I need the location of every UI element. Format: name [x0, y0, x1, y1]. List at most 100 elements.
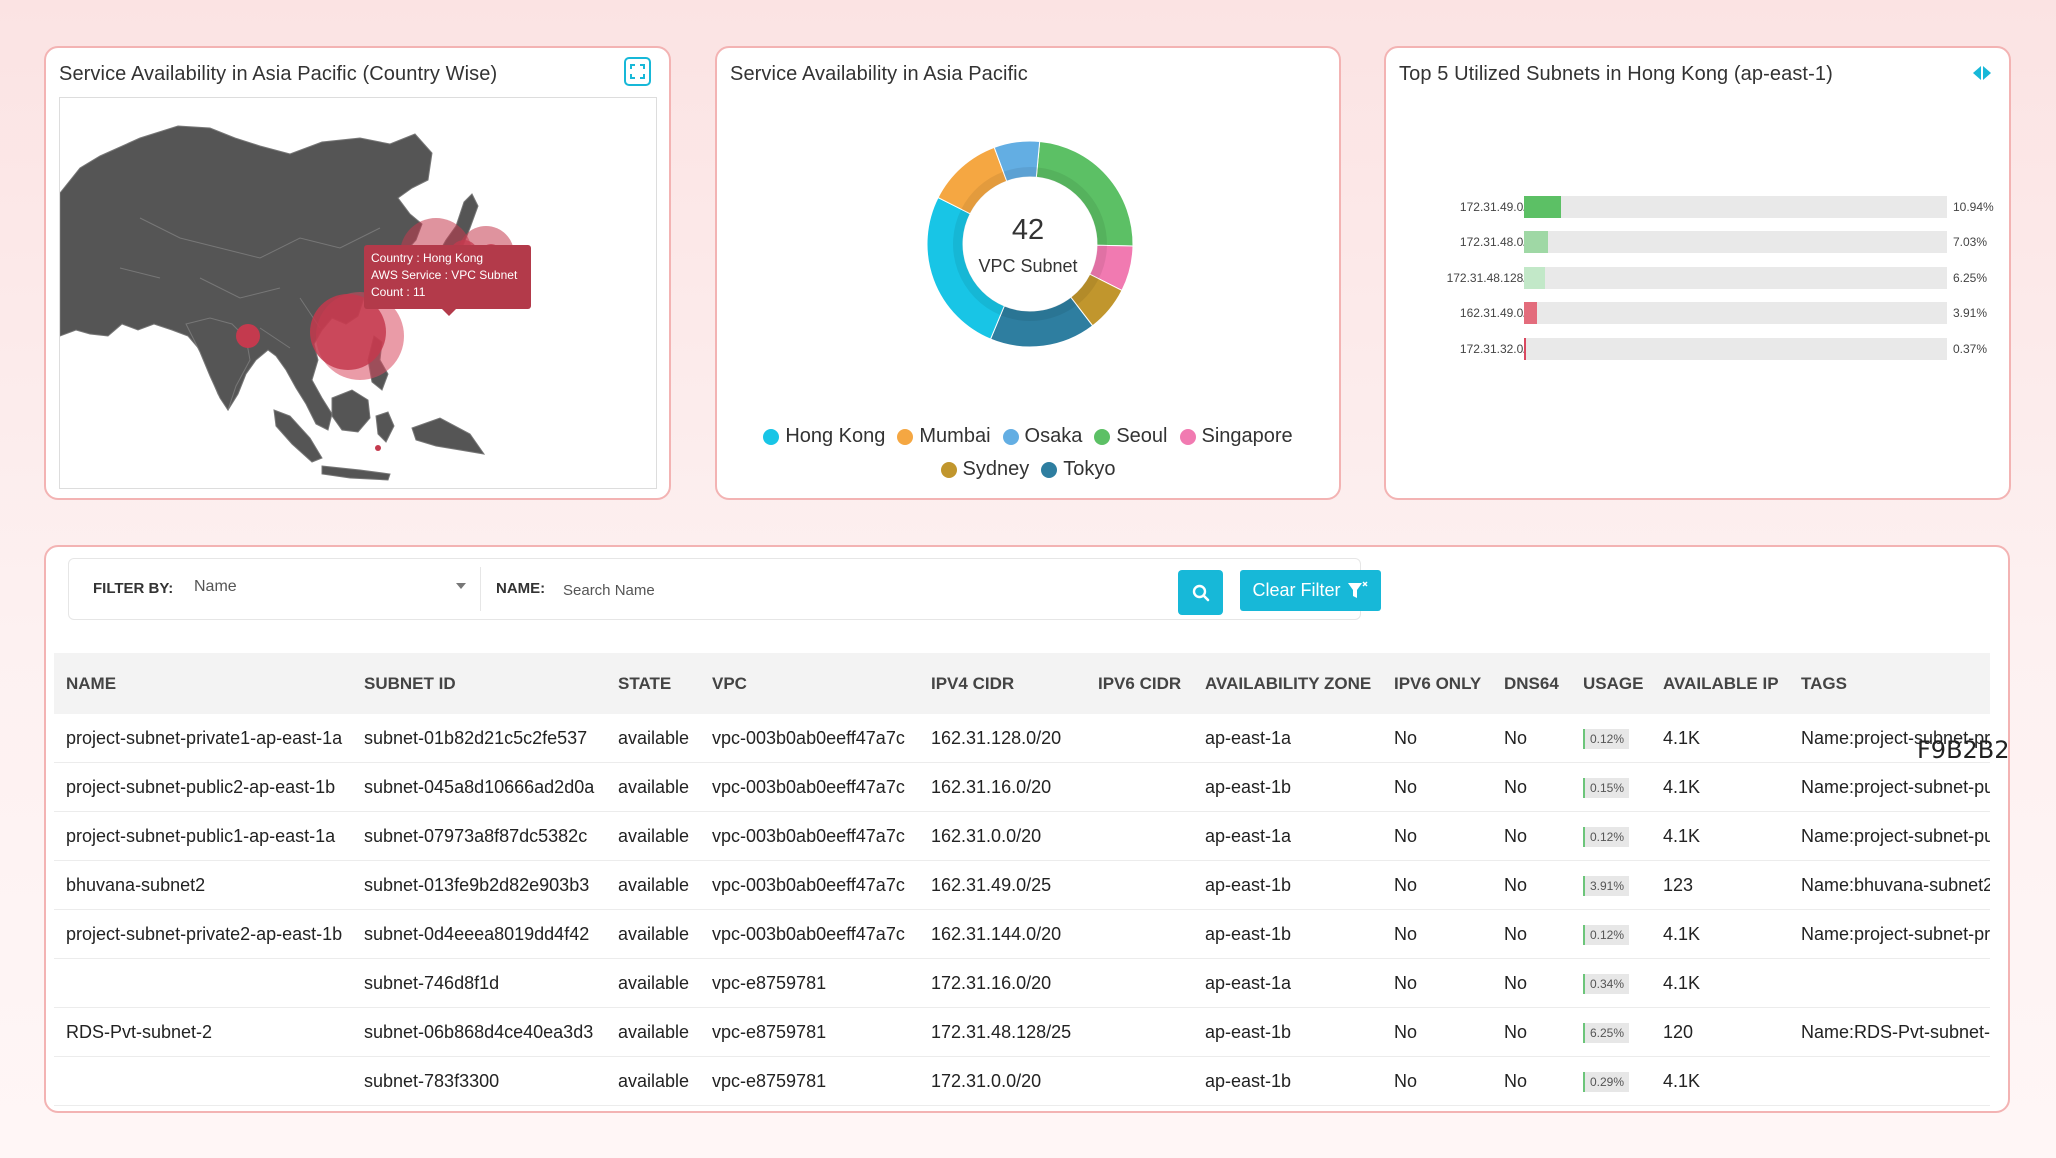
col-header-name[interactable]: NAME — [66, 673, 117, 693]
asia-pacific-map[interactable]: Country : Hong Kong AWS Service : VPC Su… — [59, 97, 657, 489]
bar-row[interactable]: 172.31.48.128/25 6.25% — [1386, 267, 2006, 289]
cell-state: available — [606, 958, 700, 1008]
bar-fill[interactable] — [1524, 338, 1526, 360]
donut-chart[interactable] — [717, 48, 1343, 408]
bar-category-label: 172.31.48.128/25 — [1446, 271, 1540, 285]
bar-row[interactable]: 172.31.48.0/25 7.03% — [1386, 231, 2006, 253]
bubble-singapore[interactable] — [375, 445, 381, 451]
arrow-right-icon[interactable] — [1983, 66, 1991, 80]
map-svg — [60, 125, 514, 481]
cell-ipv4-cidr: 172.31.48.128/25 — [919, 1007, 1086, 1057]
table-row[interactable]: project-subnet-public2-ap-east-1b subnet-… — [54, 762, 1990, 812]
legend-dot — [940, 461, 957, 478]
bar-value-label: 10.94% — [1953, 200, 1994, 214]
col-header-tags[interactable]: TAGS — [1801, 673, 1847, 693]
table-row[interactable]: bhuvana-subnet2 subnet-013fe9b2d82e903b3 a… — [54, 860, 1990, 910]
cell-name: project-subnet-private2-ap-east-1b — [54, 909, 352, 959]
col-header-ipv6-only[interactable]: IPV6 ONLY — [1394, 673, 1482, 693]
overlay-text: F9B2B2 — [1917, 736, 2010, 764]
cell-usage: 0.34% — [1571, 958, 1651, 1008]
legend-item-seoul[interactable]: Seoul — [1094, 420, 1168, 453]
table-row[interactable]: RDS-Pvt-subnet-2 subnet-06b868d4ce40ea3d3… — [54, 1007, 1990, 1057]
col-header-availability-zone[interactable]: AVAILABILITY ZONE — [1205, 673, 1372, 693]
arrow-left-icon[interactable] — [1973, 66, 1981, 80]
bar-category-label: 172.31.48.0/25 — [1459, 235, 1540, 249]
donut-slice-shade — [953, 209, 1005, 316]
bubble-hong-kong[interactable] — [310, 294, 386, 370]
cell-ipv6-only: No — [1382, 811, 1492, 861]
map-land-india — [185, 317, 251, 412]
cell-usage: 3.91% — [1571, 860, 1651, 910]
tooltip-count: Count : 11 — [371, 285, 426, 299]
col-header-vpc[interactable]: VPC — [712, 673, 747, 693]
cell-vpc: vpc-003b0ab0eeff47a7c — [700, 811, 919, 861]
expand-icon[interactable] — [624, 57, 651, 86]
table-row[interactable]: subnet-783f3300 available vpc-e8759781 172.… — [54, 1056, 1990, 1106]
cell-available-ip: 4.1K — [1651, 762, 1789, 812]
bubble-mumbai[interactable] — [236, 324, 260, 348]
table-row[interactable]: project-subnet-private1-ap-east-1a subnet… — [54, 714, 1990, 763]
bar-row[interactable]: 162.31.49.0/25 3.91% — [1386, 302, 2006, 324]
cell-ipv6-cidr — [1086, 909, 1193, 959]
bar-value-label: 6.25% — [1953, 271, 1988, 285]
cell-vpc: vpc-e8759781 — [700, 1056, 919, 1106]
table-row[interactable]: project-subnet-public1-ap-east-1a subnet-… — [54, 811, 1990, 861]
col-header-ipv4-cidr[interactable]: IPV4 CIDR — [931, 673, 1015, 693]
bar-value-label: 3.91% — [1953, 306, 1988, 320]
bar-row[interactable]: 172.31.49.0/25 10.94% — [1386, 196, 2006, 218]
legend-item-tokyo[interactable]: Tokyo — [1041, 453, 1115, 486]
filter-by-select[interactable]: Name — [194, 578, 466, 596]
bar-track — [1524, 196, 1947, 218]
col-header-dns64[interactable]: DNS64 — [1504, 673, 1559, 693]
legend-label: Sydney — [962, 458, 1030, 480]
tooltip-service: AWS Service : VPC Subnet — [371, 268, 518, 282]
legend-item-osaka[interactable]: Osaka — [1002, 420, 1082, 453]
cell-vpc: vpc-e8759781 — [700, 1007, 919, 1057]
donut-center-value: 42 — [1011, 214, 1045, 246]
cell-usage: 0.15% — [1571, 762, 1651, 812]
legend-item-sydney[interactable]: Sydney — [940, 453, 1030, 486]
bar-fill[interactable] — [1524, 302, 1538, 324]
search-button[interactable] — [1178, 570, 1223, 615]
cell-name — [54, 958, 352, 1008]
legend-label: Tokyo — [1063, 458, 1116, 480]
cell-availability-zone: ap-east-1b — [1193, 909, 1382, 959]
table-row[interactable]: subnet-746d8f1d available vpc-e8759781 172.… — [54, 958, 1990, 1008]
donut-legend: Hong Kong Mumbai Osaka Seoul Singapore S… — [717, 420, 1339, 486]
clear-filter-label: Clear Filter — [1252, 580, 1341, 600]
bar-fill[interactable] — [1524, 196, 1562, 218]
cell-available-ip: 120 — [1651, 1007, 1789, 1057]
col-header-subnet-id[interactable]: SUBNET ID — [364, 673, 456, 693]
cell-ipv6-only: No — [1382, 762, 1492, 812]
legend-row-1: Hong Kong Mumbai Osaka Seoul Singapore — [717, 420, 1339, 453]
legend-item-hong-kong[interactable]: Hong Kong — [763, 420, 885, 453]
col-header-state[interactable]: STATE — [618, 673, 672, 693]
usage-badge: 0.12% — [1583, 729, 1629, 749]
cell-subnet-id: subnet-045a8d10666ad2d0a — [352, 762, 606, 812]
col-header-available-ip[interactable]: AVAILABLE IP — [1663, 673, 1779, 693]
col-header-usage[interactable]: USAGE — [1583, 673, 1644, 693]
legend-dot — [897, 428, 914, 445]
subnet-table-card: FILTER BY: Name NAME: Clear Filter — [44, 545, 2010, 1113]
legend-item-mumbai[interactable]: Mumbai — [897, 420, 991, 453]
bar-row[interactable]: 172.31.32.0/20 0.37% — [1386, 338, 2006, 360]
donut-slice-shade — [1000, 297, 1077, 321]
cell-tags: Name:bhuvana-subnet2 — [1789, 860, 1990, 910]
bar-fill[interactable] — [1524, 267, 1546, 289]
cell-available-ip: 4.1K — [1651, 811, 1789, 861]
bar-value-label: 0.37% — [1953, 342, 1988, 356]
cell-subnet-id: subnet-07973a8f87dc5382c — [352, 811, 606, 861]
col-header-ipv6-cidr[interactable]: IPV6 CIDR — [1098, 673, 1182, 693]
bar-fill[interactable] — [1524, 231, 1548, 253]
cell-dns64: No — [1492, 1007, 1571, 1057]
legend-item-singapore[interactable]: Singapore — [1179, 420, 1293, 453]
cell-ipv6-cidr — [1086, 958, 1193, 1008]
clear-filter-button[interactable]: Clear Filter — [1240, 570, 1381, 611]
bar-category-label: 172.31.49.0/25 — [1459, 200, 1540, 214]
cell-subnet-id: subnet-013fe9b2d82e903b3 — [352, 860, 606, 910]
cell-available-ip: 4.1K — [1651, 909, 1789, 959]
search-input[interactable] — [561, 577, 1085, 603]
table-row[interactable]: project-subnet-private2-ap-east-1b subnet… — [54, 909, 1990, 959]
cell-name: RDS-Pvt-subnet-2 — [54, 1007, 352, 1057]
bar-track — [1524, 267, 1947, 289]
